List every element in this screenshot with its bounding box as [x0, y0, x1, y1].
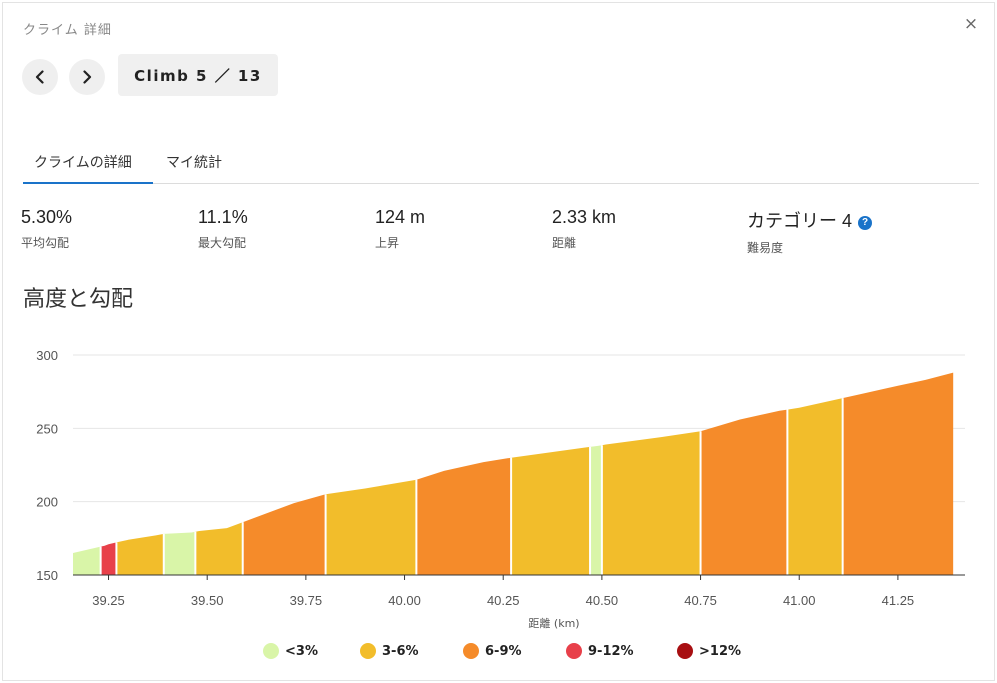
x-tick-label: 41.25 — [882, 593, 915, 608]
x-tick-label: 40.00 — [388, 593, 421, 608]
y-tick-label: 150 — [36, 568, 58, 583]
stat-label: 距離 — [552, 236, 577, 250]
grade-segment — [116, 533, 164, 575]
grade-segment — [590, 445, 602, 575]
grade-segment — [195, 522, 243, 575]
legend-swatch — [566, 643, 582, 659]
grade-segment — [416, 457, 512, 575]
legend-item: <3% — [263, 643, 318, 659]
grade-segment — [511, 446, 591, 575]
stat-value: 124 m — [375, 207, 426, 227]
stat-label: 上昇 — [375, 236, 400, 250]
elevation-grade-chart: 300 250 200 150 39.25 39.50 39.75 40.00 40.25 40.… — [36, 348, 965, 630]
grade-segment — [787, 398, 843, 575]
stat-label: 難易度 — [747, 241, 784, 255]
dialog-title: クライム 詳細 — [23, 23, 112, 38]
legend-item: 6-9% — [463, 643, 522, 659]
y-tick-label: 200 — [36, 495, 58, 510]
legend-item: >12% — [677, 643, 741, 659]
y-tick-label: 250 — [36, 421, 58, 436]
legend-swatch — [463, 643, 479, 659]
previous-climb-button[interactable] — [22, 59, 58, 95]
stat-ascent: 124 m 上昇 — [375, 207, 425, 251]
stat-label: 最大勾配 — [198, 236, 247, 250]
climb-counter: Climb 5 ／ 13 — [118, 54, 278, 96]
stat-value: 2.33 km — [552, 207, 617, 227]
y-tick-label: 300 — [36, 348, 58, 363]
tab-my-stats[interactable]: マイ統計 — [166, 155, 222, 171]
x-tick-label: 40.75 — [684, 593, 717, 608]
next-climb-button[interactable] — [69, 59, 105, 95]
grade-segment — [163, 531, 196, 575]
x-tick-label: 39.75 — [290, 593, 323, 608]
tab-bar: クライムの詳細 マイ統計 — [23, 143, 979, 184]
stat-max-grade: 11.1% 最大勾配 — [198, 207, 248, 251]
legend-item: 3-6% — [360, 643, 419, 659]
active-tab-indicator — [23, 182, 153, 184]
grade-segment — [242, 494, 326, 575]
stat-difficulty: カテゴリー 4? 難易度 — [747, 207, 873, 256]
legend-swatch — [360, 643, 376, 659]
legend-label: <3% — [285, 643, 318, 659]
stat-label: 平均勾配 — [21, 236, 70, 250]
x-tick-label: 40.25 — [487, 593, 520, 608]
legend-label: 6-9% — [485, 643, 522, 659]
help-icon[interactable]: ? — [858, 216, 873, 230]
elevation-section-title: 高度と勾配 — [23, 287, 134, 312]
stat-value: カテゴリー 4 — [747, 211, 853, 231]
stat-avg-grade: 5.30% 平均勾配 — [21, 207, 72, 251]
legend-label: 9-12% — [588, 643, 634, 659]
chevron-right-icon — [83, 70, 92, 84]
stat-value: 11.1% — [198, 207, 248, 227]
chevron-left-icon — [35, 70, 44, 84]
legend-swatch — [677, 643, 693, 659]
x-tick-label: 41.00 — [783, 593, 816, 608]
grade-segment — [325, 479, 417, 575]
close-icon[interactable]: × — [963, 14, 979, 34]
x-axis-label: 距離 (km) — [528, 616, 579, 630]
grade-segment — [100, 542, 117, 575]
grade-segment — [700, 409, 788, 575]
x-tick-label: 39.50 — [191, 593, 224, 608]
grade-segment — [73, 546, 101, 575]
grade-segment — [842, 372, 954, 575]
x-tick-label: 40.50 — [586, 593, 619, 608]
legend-swatch — [263, 643, 279, 659]
legend-item: 9-12% — [566, 643, 634, 659]
stat-value: 5.30% — [21, 207, 73, 227]
grade-segment — [601, 431, 701, 575]
legend-label: >12% — [699, 643, 742, 659]
tab-climb-details[interactable]: クライムの詳細 — [34, 155, 132, 171]
legend-label: 3-6% — [382, 643, 419, 659]
x-tick-label: 39.25 — [92, 593, 125, 608]
stat-distance: 2.33 km 距離 — [552, 207, 616, 251]
